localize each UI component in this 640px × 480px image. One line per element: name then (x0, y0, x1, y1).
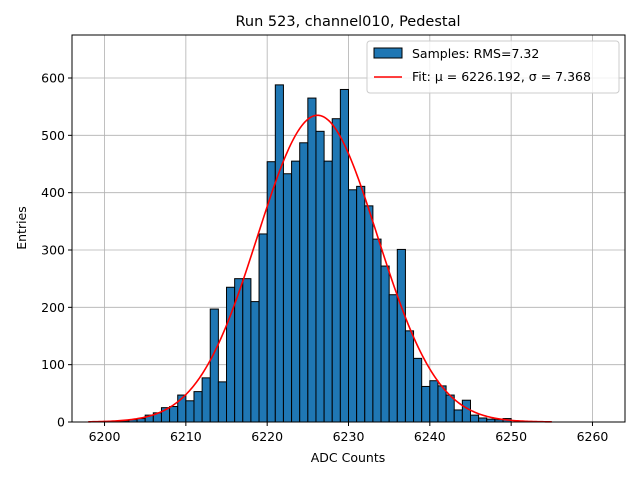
histogram-bar (185, 400, 195, 423)
y-tick-label: 200 (41, 300, 65, 315)
histogram-bar (282, 173, 293, 423)
y-tick-label: 600 (41, 71, 65, 86)
legend-label-fit: Fit: μ = 6226.192, σ = 7.368 (412, 69, 591, 84)
histogram-bar (209, 308, 219, 423)
chart-title: Run 523, channel010, Pedestal (235, 14, 460, 30)
y-tick-label: 300 (41, 243, 65, 258)
fit-curve (88, 114, 552, 423)
legend-label-samples: Samples: RMS=7.32 (412, 46, 539, 61)
histogram-bar (274, 84, 284, 423)
histogram-bar (356, 185, 366, 423)
x-tick-label: 6210 (170, 429, 202, 444)
y-axis-label: Entries (14, 206, 29, 250)
histogram-bar (478, 417, 488, 423)
histogram-bar (453, 409, 463, 423)
x-tick-label: 6220 (251, 429, 283, 444)
histogram-bar (331, 118, 341, 423)
x-tick-label: 6200 (89, 429, 121, 444)
histogram-bar (291, 160, 301, 423)
y-tick-label: 500 (41, 128, 65, 143)
legend: Samples: RMS=7.32 Fit: μ = 6226.192, σ =… (366, 40, 620, 94)
histogram-bar (250, 301, 260, 423)
histogram-bar (315, 130, 325, 423)
histogram-bar (437, 385, 447, 423)
histogram-bar (323, 160, 333, 423)
histogram-bar (193, 391, 203, 423)
y-tick-label: 100 (41, 357, 65, 372)
legend-swatch-samples (373, 47, 403, 59)
histogram-bar (461, 399, 471, 423)
histogram-bar (372, 238, 382, 423)
y-axis-ticks: 0 100 200 300 400 500 600 (41, 71, 72, 430)
y-tick-label: 400 (41, 185, 65, 200)
histogram-bar (388, 294, 398, 423)
x-tick-label: 6250 (495, 429, 527, 444)
histogram-bar (169, 406, 179, 423)
histogram-bar (469, 414, 480, 423)
histogram-bar (396, 248, 406, 423)
histogram-bar (380, 265, 390, 423)
histogram-bar (413, 357, 423, 423)
histogram-bar (429, 380, 439, 423)
x-tick-label: 6240 (414, 429, 446, 444)
histogram-bar (307, 97, 317, 423)
legend-box (366, 40, 620, 94)
histogram-bar (258, 233, 268, 423)
histogram-bar (348, 189, 358, 423)
histogram-bar (201, 377, 211, 423)
x-tick-label: 6230 (333, 429, 365, 444)
histogram-bar (217, 381, 228, 423)
histogram-bar (364, 205, 374, 423)
histogram-bar (242, 278, 252, 423)
histogram-bar (299, 142, 309, 423)
x-axis-ticks: 6200 6210 6220 6230 6240 6250 6260 (89, 422, 609, 444)
histogram-bars (104, 84, 512, 423)
histogram-bar (404, 330, 415, 423)
y-tick-label: 0 (57, 415, 65, 430)
x-tick-label: 6260 (577, 429, 609, 444)
histogram-bar (421, 385, 431, 423)
x-axis-label: ADC Counts (311, 450, 386, 465)
